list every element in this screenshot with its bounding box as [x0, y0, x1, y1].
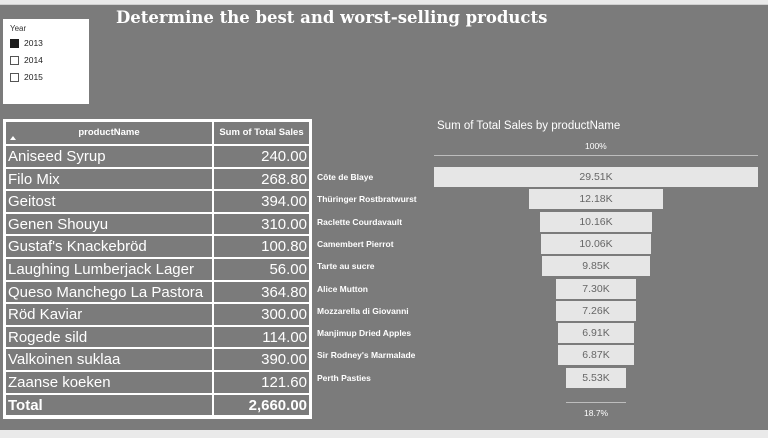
table-row-divider: [6, 279, 309, 282]
total-sales-cell: 394.00: [261, 193, 307, 211]
product-name-cell: Genen Shouyu: [8, 215, 109, 233]
table-row[interactable]: Röd Kaviar 300.00: [6, 303, 309, 326]
product-name-cell: Filo Mix: [8, 170, 60, 188]
funnel-bar[interactable]: 10.16K: [540, 211, 652, 232]
column-header-total-sales[interactable]: Sum of Total Sales: [214, 122, 309, 143]
table-row-divider: [6, 166, 309, 169]
total-value: 2,660.00: [248, 396, 307, 414]
total-sales-cell: 56.00: [269, 261, 307, 278]
total-sales-cell: 310.00: [261, 215, 307, 233]
table-row[interactable]: Genen Shouyu 310.00: [6, 213, 309, 236]
table-row-divider: [6, 347, 309, 350]
total-sales-cell: 390.00: [261, 351, 307, 369]
product-name-cell: Queso Manchego La Pastora: [8, 283, 204, 301]
total-sales-cell: 114.00: [262, 328, 307, 346]
funnel-chart-title: Sum of Total Sales by productName: [437, 120, 621, 132]
funnel-category-label: Côte de Blaye: [317, 172, 374, 182]
table-row-divider: [6, 189, 309, 192]
total-sales-cell: 268.80: [261, 170, 307, 188]
checkbox-icon[interactable]: [10, 72, 19, 82]
slicer-title: Year: [10, 24, 27, 33]
table-row[interactable]: Aniseed Syrup 240.00: [6, 145, 309, 168]
product-name-cell: Valkoinen suklaa: [8, 351, 121, 369]
total-label: Total: [8, 396, 43, 414]
slicer-option-2013[interactable]: 2013: [10, 37, 43, 49]
table-row-divider: [6, 370, 309, 372]
table-row[interactable]: Gustaf's Knackebröd 100.80: [6, 235, 309, 258]
sales-table: productName Sum of Total Sales Aniseed S…: [3, 119, 312, 419]
table-row-divider: [6, 415, 309, 418]
sort-ascending-icon[interactable]: [10, 136, 16, 140]
funnel-reference-line-bottom: [566, 402, 626, 403]
report-bottom-strip: [0, 430, 768, 438]
table-column-divider: [212, 122, 214, 416]
total-sales-cell: 240.00: [261, 148, 307, 165]
table-row-divider: [6, 144, 309, 146]
total-sales-cell: 121.60: [261, 374, 307, 391]
table-row[interactable]: Valkoinen suklaa 390.00: [6, 348, 309, 371]
product-name-cell: Gustaf's Knackebröd: [8, 238, 147, 256]
table-row-divider: [6, 302, 309, 305]
funnel-top-percent: 100%: [585, 141, 607, 151]
total-sales-cell: 300.00: [261, 306, 307, 324]
funnel-bar[interactable]: 10.06K: [540, 233, 652, 254]
funnel-bar[interactable]: 12.18K: [529, 189, 663, 210]
funnel-category-label: Thüringer Rostbratwurst: [317, 194, 417, 205]
funnel-bar[interactable]: 29.51K: [434, 167, 758, 187]
checkbox-checked-icon[interactable]: [10, 38, 19, 48]
table-row-divider: [6, 257, 309, 259]
product-name-cell: Zaanse koeken: [8, 374, 111, 391]
table-row-divider: [6, 211, 309, 214]
funnel-category-label: Perth Pasties: [317, 372, 371, 383]
report-top-strip: [0, 0, 768, 5]
slicer-option-2015[interactable]: 2015: [10, 71, 43, 83]
table-total-row[interactable]: Total 2,660.00: [6, 394, 309, 417]
table-row[interactable]: Queso Manchego La Pastora 364.80: [6, 281, 309, 304]
column-header-label: productName: [78, 127, 140, 138]
table-row[interactable]: Laughing Lumberjack Lager 56.00: [6, 258, 309, 281]
product-name-cell: Rogede sild: [8, 328, 88, 346]
total-sales-cell: 364.80: [261, 283, 307, 301]
page-title: Determine the best and worst-selling pro…: [116, 8, 548, 27]
funnel-reference-line-top: [434, 155, 758, 156]
slicer-option-label: 2013: [24, 38, 43, 48]
table-row[interactable]: Geitost 394.00: [6, 190, 309, 213]
slicer-option-label: 2014: [24, 55, 43, 65]
product-name-cell: Geitost: [8, 193, 56, 211]
funnel-category-label: Tarte au sucre: [317, 261, 375, 272]
funnel-bar[interactable]: 7.26K: [556, 300, 636, 321]
funnel-category-label: Mozzarella di Giovanni: [317, 305, 409, 316]
product-name-cell: Röd Kaviar: [8, 306, 83, 324]
checkbox-icon[interactable]: [10, 55, 19, 65]
funnel-category-label: Sir Rodney's Marmalade: [317, 350, 416, 361]
funnel-bar[interactable]: 6.87K: [558, 345, 634, 366]
table-row[interactable]: Filo Mix 268.80: [6, 168, 309, 191]
product-name-cell: Aniseed Syrup: [8, 148, 106, 165]
funnel-bar[interactable]: 5.53K: [565, 367, 627, 388]
column-header-productname[interactable]: productName: [6, 122, 212, 143]
slicer-option-2014[interactable]: 2014: [10, 54, 43, 66]
funnel-category-label: Manjimup Dried Apples: [317, 328, 412, 339]
funnel-bar[interactable]: 7.30K: [555, 278, 637, 299]
table-body: productName Sum of Total Sales Aniseed S…: [6, 122, 309, 418]
table-row[interactable]: Zaanse koeken 121.60: [6, 371, 309, 394]
table-row[interactable]: Rogede sild 114.00: [6, 326, 309, 349]
product-name-cell: Laughing Lumberjack Lager: [8, 261, 194, 278]
table-row-divider: [6, 392, 309, 395]
year-slicer: Year 2013 2014 2015: [3, 19, 89, 104]
funnel-bar[interactable]: 9.85K: [541, 256, 651, 277]
column-header-label: Sum of Total Sales: [219, 127, 304, 138]
funnel-category-label: Camembert Pierrot: [317, 238, 394, 249]
slicer-option-label: 2015: [24, 72, 43, 82]
funnel-bar[interactable]: 6.91K: [558, 323, 634, 344]
table-row-divider: [6, 234, 309, 237]
funnel-bottom-percent: 18.7%: [584, 408, 609, 418]
total-sales-cell: 100.80: [261, 238, 307, 256]
table-row-divider: [6, 324, 309, 327]
funnel-category-label: Alice Mutton: [317, 283, 368, 294]
funnel-category-label: Raclette Courdavault: [317, 216, 403, 227]
